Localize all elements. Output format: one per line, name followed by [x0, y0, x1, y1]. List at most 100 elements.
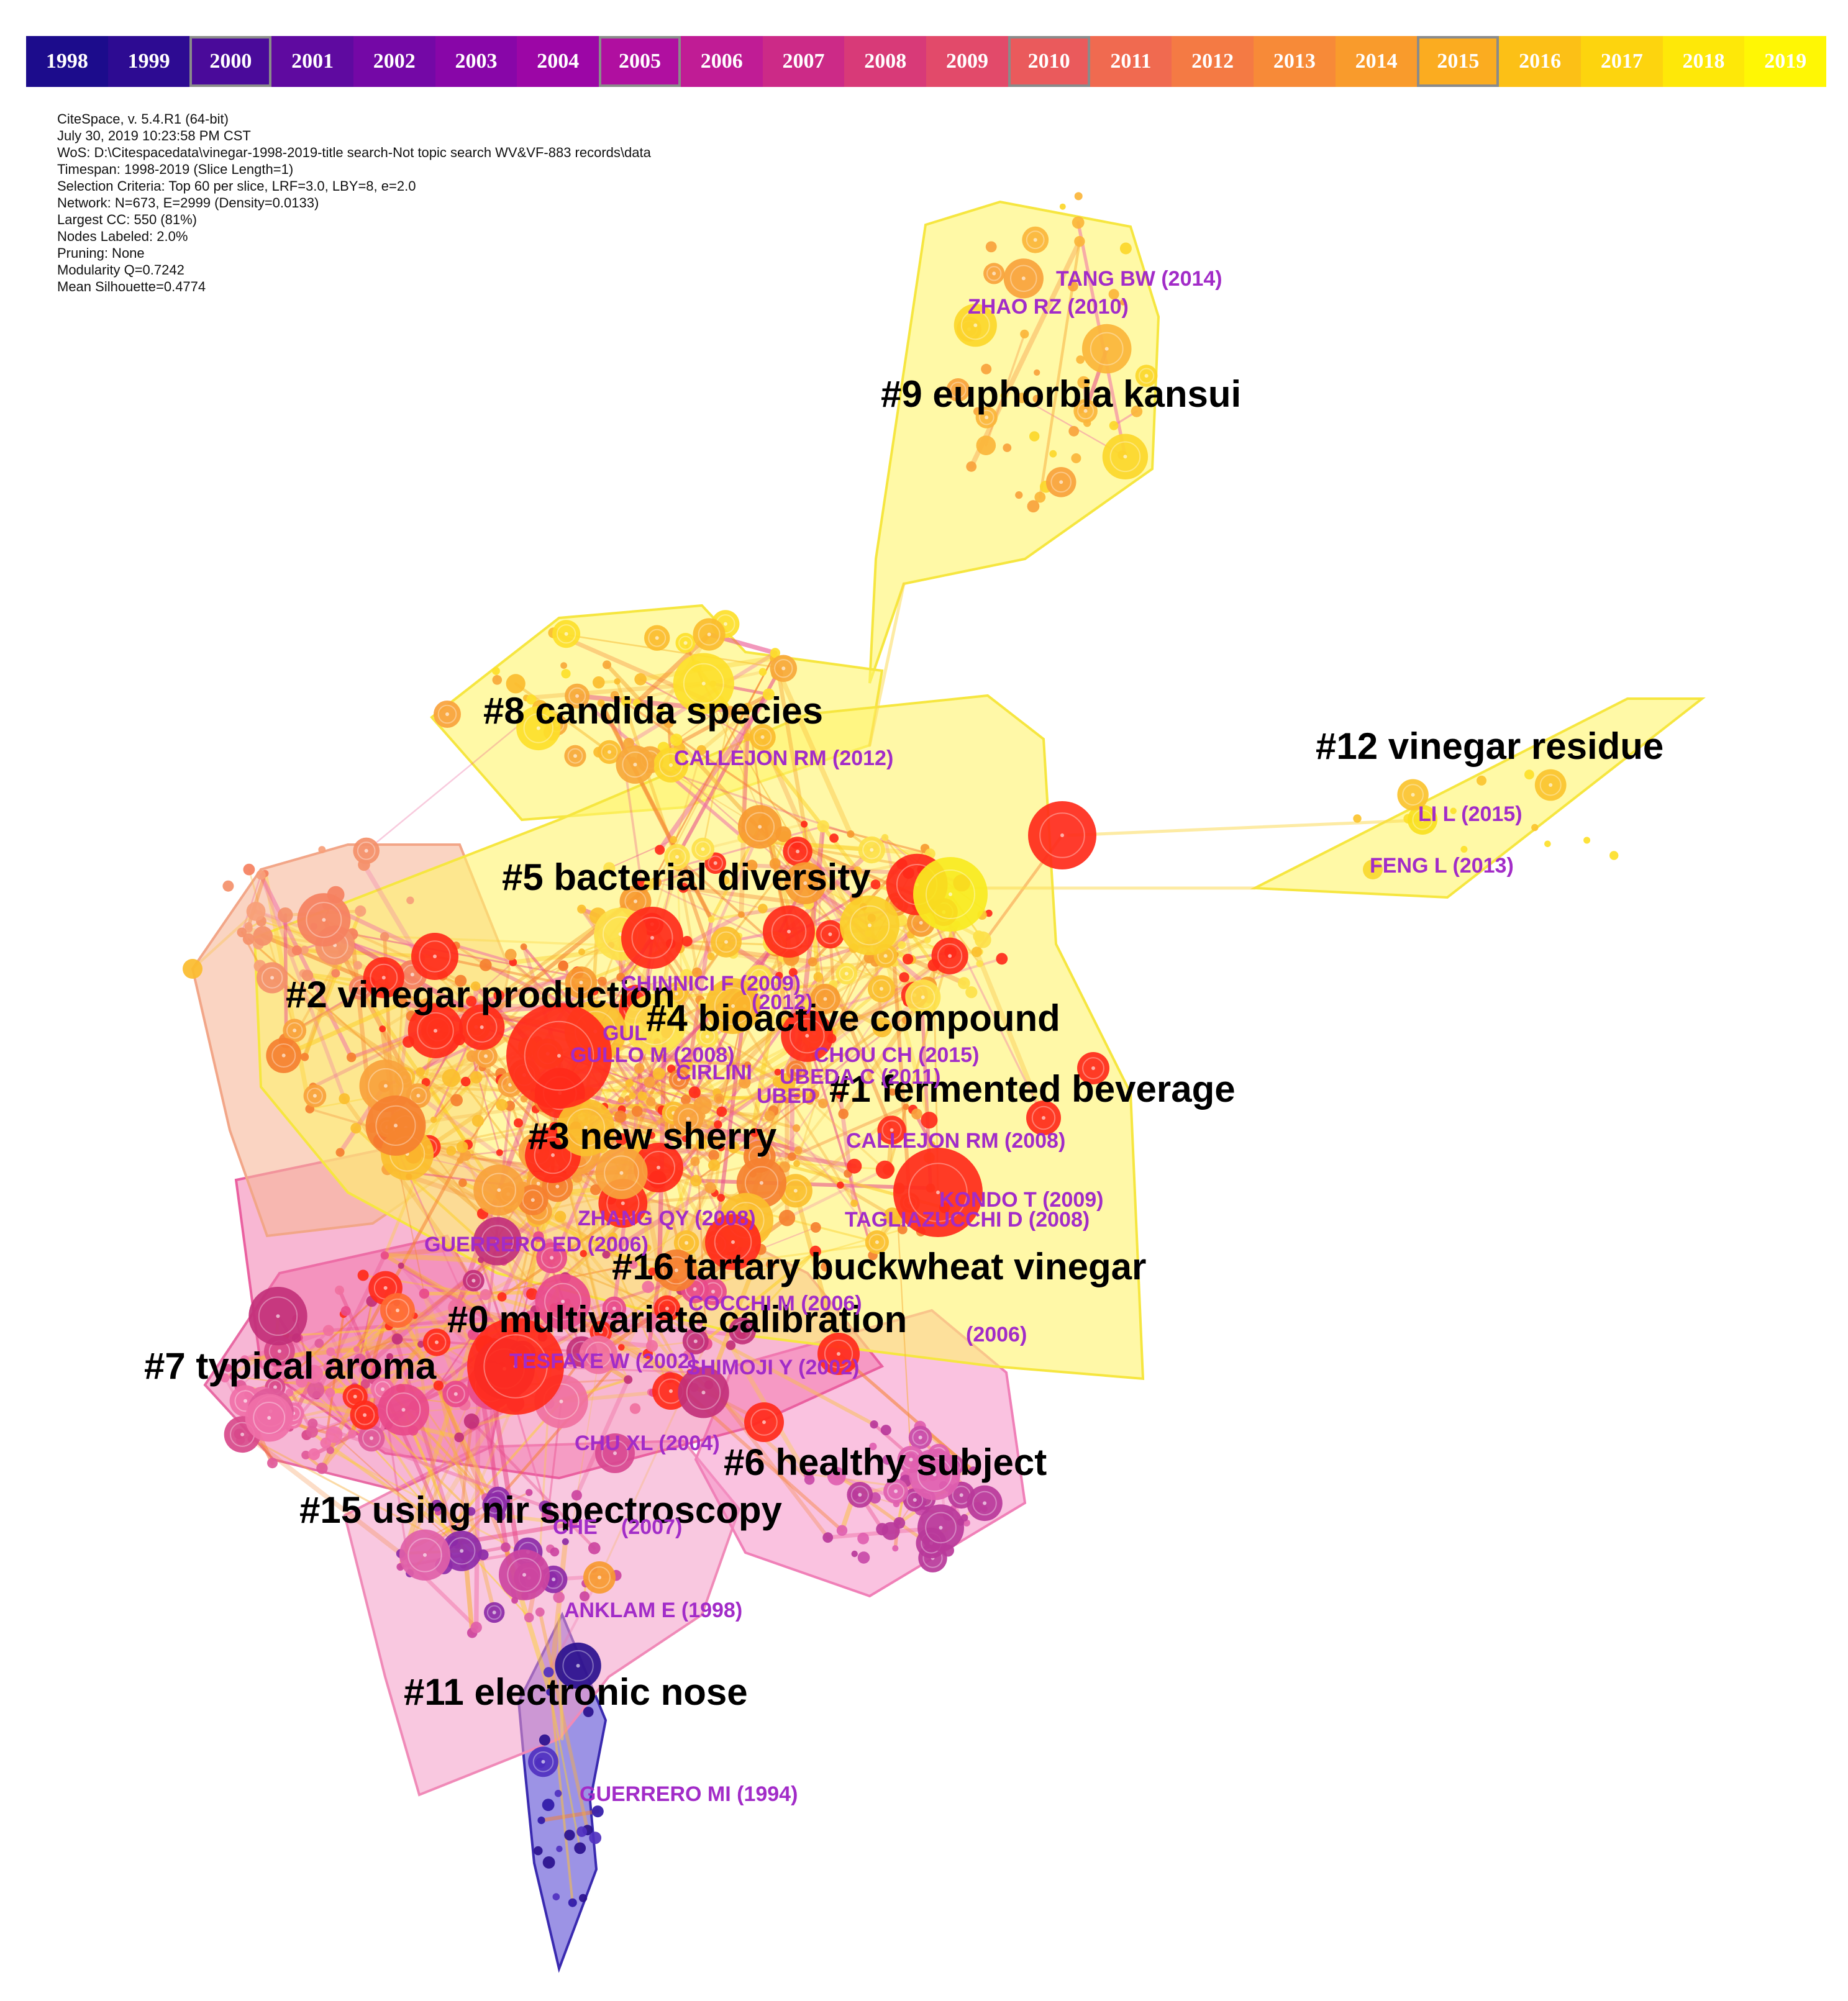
citation-node[interactable]	[976, 435, 996, 455]
citation-node[interactable]	[593, 676, 605, 689]
citation-node[interactable]	[770, 655, 798, 683]
citation-node[interactable]	[616, 745, 655, 784]
citation-node[interactable]	[557, 1099, 615, 1156]
citation-node[interactable]	[326, 1347, 335, 1356]
citation-node[interactable]	[774, 1068, 781, 1076]
citation-node[interactable]	[775, 971, 783, 979]
citation-node[interactable]	[691, 837, 714, 861]
citation-node[interactable]	[981, 363, 992, 374]
citation-node[interactable]	[1022, 226, 1049, 253]
citation-node[interactable]	[571, 1490, 582, 1501]
citation-node[interactable]	[442, 1069, 460, 1087]
citation-node[interactable]	[644, 878, 656, 891]
citation-node[interactable]	[256, 870, 266, 880]
citation-node[interactable]	[380, 1293, 415, 1328]
citation-node[interactable]	[629, 1260, 638, 1269]
citation-node[interactable]	[407, 1003, 463, 1058]
citation-node[interactable]	[1531, 824, 1539, 832]
citation-node[interactable]	[857, 1551, 870, 1564]
citation-node[interactable]	[1534, 769, 1567, 801]
citation-node[interactable]	[496, 1099, 508, 1111]
citation-node[interactable]	[946, 378, 970, 402]
citation-node[interactable]	[463, 1413, 480, 1429]
citation-node[interactable]	[350, 1123, 362, 1134]
citation-node[interactable]	[1524, 769, 1534, 780]
citation-node[interactable]	[506, 674, 526, 694]
citation-node[interactable]	[681, 1094, 691, 1105]
citation-node[interactable]	[908, 1425, 932, 1450]
citation-node[interactable]	[673, 653, 734, 714]
citation-node[interactable]	[696, 1319, 703, 1327]
citation-node[interactable]	[1059, 203, 1066, 210]
citation-node[interactable]	[493, 990, 504, 1001]
citation-node[interactable]	[788, 968, 798, 977]
citation-node[interactable]	[278, 907, 293, 923]
citation-node[interactable]	[766, 1259, 776, 1269]
citation-node[interactable]	[958, 977, 970, 989]
citation-node[interactable]	[526, 1489, 533, 1496]
citation-node[interactable]	[838, 1109, 849, 1119]
citation-node[interactable]	[770, 648, 780, 658]
citation-node[interactable]	[307, 1381, 325, 1399]
citation-node[interactable]	[417, 1341, 424, 1348]
citation-node[interactable]	[1076, 355, 1085, 364]
citation-node[interactable]	[454, 1432, 465, 1443]
citation-node[interactable]	[353, 961, 362, 970]
citation-node[interactable]	[644, 1076, 655, 1088]
citation-node[interactable]	[816, 920, 845, 949]
citation-node[interactable]	[868, 975, 895, 1003]
citation-node[interactable]	[386, 1353, 393, 1360]
citation-node[interactable]	[595, 1433, 635, 1473]
citation-node[interactable]	[253, 926, 273, 946]
citation-node[interactable]	[1068, 281, 1078, 292]
citation-node[interactable]	[810, 984, 840, 1014]
citation-node[interactable]	[459, 1004, 505, 1050]
citation-node[interactable]	[1003, 443, 1012, 452]
citation-node[interactable]	[552, 1893, 560, 1900]
citation-node[interactable]	[565, 683, 590, 709]
citation-node[interactable]	[399, 1529, 451, 1581]
citation-node[interactable]	[297, 893, 351, 947]
citation-node[interactable]	[714, 1120, 722, 1129]
citation-node[interactable]	[974, 931, 991, 948]
citation-node[interactable]	[693, 618, 726, 651]
citation-node[interactable]	[1000, 392, 1008, 399]
citation-node[interactable]	[924, 937, 931, 943]
citation-node[interactable]	[869, 1443, 877, 1451]
citation-node[interactable]	[1450, 807, 1457, 814]
citation-node[interactable]	[480, 959, 492, 971]
citation-node[interactable]	[355, 905, 366, 917]
citation-node[interactable]	[450, 1094, 463, 1107]
citation-node[interactable]	[243, 863, 255, 876]
citation-node[interactable]	[245, 1394, 293, 1442]
citation-node[interactable]	[473, 1164, 525, 1216]
citation-node[interactable]	[857, 1532, 869, 1545]
citation-node[interactable]	[1027, 500, 1040, 513]
citation-node[interactable]	[528, 1746, 558, 1777]
citation-node[interactable]	[653, 748, 688, 783]
citation-node[interactable]	[629, 1092, 636, 1099]
citation-node[interactable]	[738, 805, 782, 849]
citation-node[interactable]	[1029, 431, 1040, 442]
citation-node[interactable]	[1073, 399, 1098, 424]
citation-node[interactable]	[534, 1846, 543, 1856]
citation-node[interactable]	[514, 1118, 523, 1128]
citation-node[interactable]	[543, 1667, 554, 1677]
citation-node[interactable]	[610, 691, 619, 700]
citation-node[interactable]	[347, 1052, 357, 1063]
citation-node[interactable]	[516, 706, 561, 751]
citation-node[interactable]	[458, 1005, 465, 1012]
citation-node[interactable]	[380, 1251, 389, 1260]
citation-node[interactable]	[301, 969, 314, 982]
citation-node[interactable]	[721, 876, 730, 885]
citation-node[interactable]	[553, 1591, 565, 1604]
citation-node[interactable]	[655, 845, 665, 855]
citation-node[interactable]	[710, 1135, 720, 1145]
citation-node[interactable]	[419, 1288, 430, 1299]
citation-node[interactable]	[892, 1545, 899, 1552]
citation-node[interactable]	[1015, 491, 1023, 499]
citation-node[interactable]	[1119, 299, 1127, 306]
citation-node[interactable]	[621, 696, 632, 707]
citation-node[interactable]	[1609, 851, 1619, 860]
citation-node[interactable]	[827, 1467, 846, 1486]
